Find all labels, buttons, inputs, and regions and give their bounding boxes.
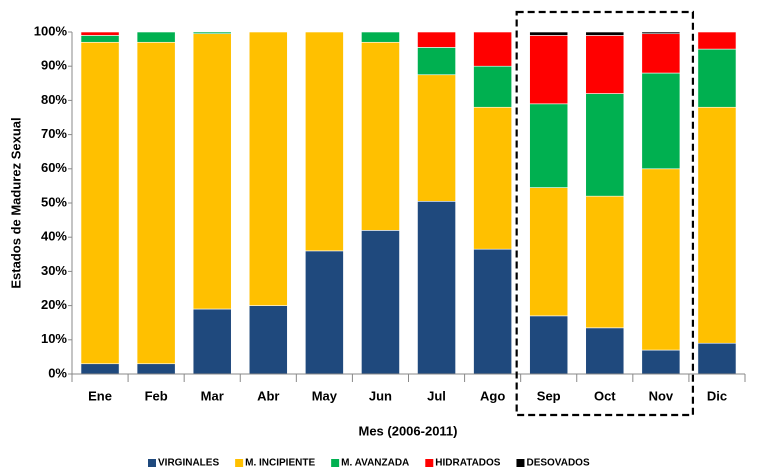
bar-segment: [248, 305, 288, 375]
y-tick-label: 80%: [41, 92, 67, 107]
y-tick-label: 90%: [41, 58, 67, 73]
bar-segment: [697, 48, 737, 108]
legend-label: M. AVANZADA: [341, 458, 409, 469]
legend-label: DESOVADOS: [526, 458, 589, 469]
y-tick-label: 50%: [41, 194, 67, 209]
bar-segment: [585, 93, 625, 197]
y-tick-label: 100%: [34, 23, 68, 38]
x-tick-label: Nov: [649, 388, 674, 403]
bar-segment: [417, 31, 456, 48]
bar-segment: [529, 35, 569, 105]
bar-segment: [473, 31, 512, 67]
bar-segment: [585, 31, 625, 36]
bar-segment: [641, 72, 681, 170]
bar-segment: [136, 363, 176, 375]
bar-segment: [697, 31, 737, 50]
bar-segment: [473, 248, 512, 375]
bar-segment: [305, 250, 344, 375]
bar-segment: [529, 187, 569, 317]
bar-segment: [192, 33, 232, 310]
bar-segment: [585, 327, 625, 375]
legend-swatch: [516, 459, 525, 467]
bar-segment: [585, 35, 625, 94]
legend-label: VIRGINALES: [158, 458, 219, 469]
y-tick-label: 70%: [41, 126, 67, 141]
legend-label: HIDRATADOS: [435, 458, 501, 469]
bar-segment: [641, 31, 681, 35]
y-axis-title: Estados de Madurez Sexual: [8, 117, 23, 288]
x-tick-label: Oct: [594, 388, 616, 403]
legend-label: M. INCIPIENTE: [245, 458, 315, 469]
legend-swatch: [148, 459, 156, 467]
legend-swatch: [425, 459, 434, 467]
bar-segment: [473, 65, 512, 108]
y-tick-label: 0%: [48, 365, 67, 380]
bar-segment: [192, 31, 232, 35]
bar-segment: [361, 31, 400, 43]
y-tick-label: 60%: [41, 160, 67, 175]
bar-segment: [80, 363, 120, 375]
bar-segment: [305, 31, 344, 252]
bar-segment: [473, 106, 512, 250]
bar-segment: [80, 31, 120, 36]
y-tick-label: 30%: [41, 263, 67, 278]
y-tick-label: 10%: [41, 331, 67, 346]
bar-segment: [192, 308, 232, 375]
bar-segment: [641, 33, 681, 74]
bar-segment: [136, 41, 176, 365]
x-tick-label: Sep: [537, 388, 561, 403]
bar-segment: [136, 31, 176, 43]
bar-segment: [585, 195, 625, 329]
bar-segment: [529, 315, 569, 375]
legend-swatch: [235, 459, 244, 467]
x-tick-label: Jul: [427, 388, 446, 403]
highlight-box: [515, 10, 695, 417]
bar-segment: [361, 230, 400, 375]
bar-segment: [697, 106, 737, 344]
x-tick-label: Feb: [145, 388, 168, 403]
bar-segment: [417, 74, 456, 202]
x-tick-label: Abr: [257, 388, 279, 403]
legend-swatch: [331, 459, 340, 467]
x-tick-label: Ago: [480, 388, 505, 403]
x-tick-label: May: [312, 388, 338, 403]
x-axis-title: Mes (2006-2011): [358, 423, 457, 438]
bar-segment: [529, 103, 569, 188]
x-tick-label: Ene: [88, 388, 112, 403]
bar-segment: [248, 31, 288, 306]
bar-segment: [417, 47, 456, 76]
x-tick-label: Jun: [369, 388, 392, 403]
bar-segment: [80, 41, 120, 365]
bar-segment: [361, 41, 400, 231]
bar-segment: [641, 168, 681, 351]
bar-segment: [417, 200, 456, 375]
bar-segment: [641, 349, 681, 375]
bar-segment: [697, 342, 737, 375]
bar-segment: [529, 31, 569, 36]
x-tick-label: Mar: [201, 388, 224, 403]
y-tick-label: 40%: [41, 229, 67, 244]
y-tick-label: 20%: [41, 297, 67, 312]
x-tick-label: Dic: [707, 388, 727, 403]
bar-segment: [80, 35, 120, 43]
